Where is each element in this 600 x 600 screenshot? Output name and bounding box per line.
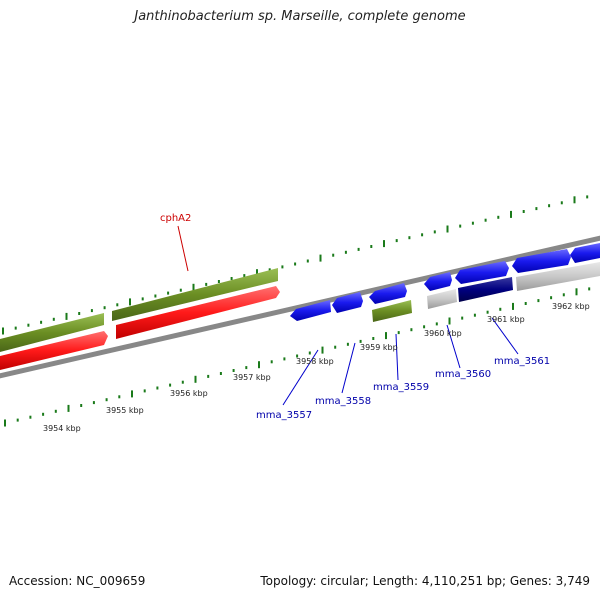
mma-3560-gene[interactable] — [424, 272, 452, 291]
olive-feature-1[interactable] — [0, 313, 104, 352]
blue-feature-far-2[interactable] — [570, 243, 600, 263]
scale-label-3960: 3960 kbp — [424, 329, 462, 338]
mma-3558-leader — [341, 342, 356, 394]
mma-3560-gray-gene[interactable] — [427, 289, 457, 309]
genome-summary-text: Topology: circular; Length: 4,110,251 bp… — [260, 574, 590, 588]
gray-feature-far[interactable] — [516, 262, 600, 291]
olive-feature-2[interactable] — [112, 268, 278, 321]
mma-3559-arrow[interactable] — [369, 283, 407, 304]
gene-label-mma-3558[interactable]: mma_3558 — [315, 396, 371, 407]
red-feature-1[interactable] — [0, 331, 108, 370]
red-feature-2[interactable] — [116, 286, 280, 339]
gene-label-mma-3560[interactable]: mma_3560 — [435, 369, 491, 380]
accession-text: Accession: NC_009659 — [9, 574, 146, 588]
upper-scale-ticks — [2, 195, 589, 335]
blue-feature-far-1[interactable] — [512, 249, 571, 273]
gene-label-mma-3559[interactable]: mma_3559 — [373, 382, 429, 393]
mma-3557-leader — [282, 349, 319, 406]
scale-label-3955: 3955 kbp — [106, 406, 144, 415]
mma-3561-gene[interactable] — [455, 261, 509, 284]
map-title: Janthinobacterium sp. Marseille, complet… — [134, 9, 466, 24]
gene-label-cphA2[interactable]: cphA2 — [160, 213, 191, 224]
scale-label-3959: 3959 kbp — [360, 343, 398, 352]
mma-3558-gene[interactable] — [332, 292, 363, 313]
gene-label-mma-3561[interactable]: mma_3561 — [494, 356, 550, 367]
mma-3559-olive-gene[interactable] — [372, 300, 412, 322]
mma-3560-leader — [446, 324, 461, 369]
lower-scale-ticks — [4, 287, 591, 427]
genome-backbone — [0, 235, 600, 379]
mma-3561-leader — [491, 317, 519, 355]
mma-3561-navy-gene[interactable] — [458, 277, 513, 302]
scale-label-3961: 3961 kbp — [487, 315, 525, 324]
gene-label-mma-3557[interactable]: mma_3557 — [256, 410, 312, 421]
mma-3557-gene[interactable] — [290, 300, 331, 321]
scale-label-3958: 3958 kbp — [296, 357, 334, 366]
scale-label-3957: 3957 kbp — [233, 373, 271, 382]
scale-label-3956: 3956 kbp — [170, 389, 208, 398]
scale-label-3962: 3962 kbp — [552, 302, 590, 311]
mma-3559-leader — [395, 333, 399, 381]
scale-label-3954: 3954 kbp — [43, 424, 81, 433]
cphA2-leader — [177, 225, 189, 272]
